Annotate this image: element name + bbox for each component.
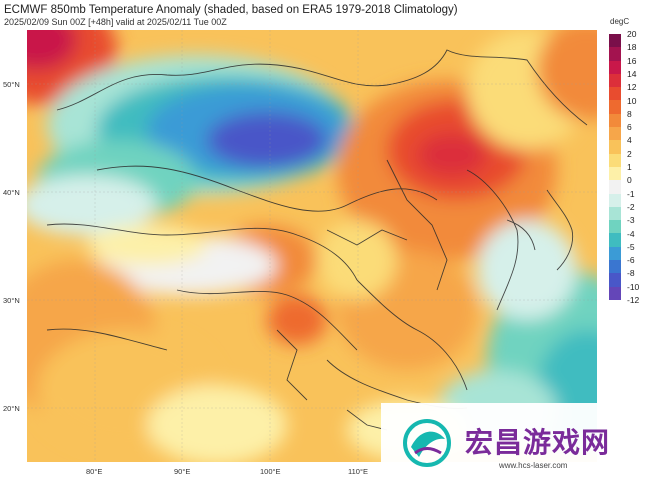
colorbar-swatch [609,206,621,221]
colorbar-tick-label: 10 [627,95,637,106]
colorbar-swatch [609,140,621,154]
colorbar-tick-label: 1 [627,162,632,172]
colorbar-swatch [609,273,621,287]
map-subtitle: 2025/02/09 Sun 00Z [+48h] valid at 2025/… [4,17,227,27]
colorbar-swatch [609,220,621,234]
colorbar-swatch [609,47,621,61]
colorbar-tick-label: 16 [627,55,637,66]
watermark: 宏昌游戏网 www.hcs-laser.com [381,403,650,481]
watermark-text: 宏昌游戏网 [465,426,611,459]
watermark-url: www.hcs-laser.com [499,461,568,470]
colorbar-swatch [609,180,621,194]
colorbar-tick-label: -5 [627,241,635,252]
colorbar-tick-label: -4 [627,228,635,239]
colorbar-swatch [609,73,621,88]
colorbar-swatch [609,60,621,74]
colorbar-swatch [609,246,621,261]
colorbar [609,34,621,300]
colorbar-tick-label: -6 [627,255,635,266]
colorbar-swatch [609,286,621,300]
colorbar-tick-label: -3 [627,215,635,226]
colorbar-swatch [609,100,621,114]
colorbar-swatch [609,193,621,207]
colorbar-tick-label: 2 [627,148,632,159]
colorbar-swatch [609,87,621,101]
colorbar-swatch [609,260,621,274]
temperature-anomaly-map [27,30,597,462]
colorbar-tick-label: -8 [627,268,635,279]
colorbar-swatch [609,113,621,128]
lon-label: 90°E [174,467,191,476]
lat-label: 50°N [3,80,20,89]
map-title: ECMWF 850mb Temperature Anomaly (shaded,… [4,4,458,16]
colorbar-tick-label: -1 [627,188,635,199]
colorbar-tick-label: 20 [627,29,637,39]
colorbar-tick-label: -2 [627,201,635,212]
lat-label: 30°N [3,296,20,305]
colorbar-swatch [609,127,621,141]
lat-label: 40°N [3,188,20,197]
colorbar-tick-label: 12 [627,82,637,93]
colorbar-tick-label: 4 [627,135,632,146]
colorbar-unit: degC [610,17,630,26]
lon-label: 110°E [348,467,368,476]
colorbar-swatch [609,153,621,167]
colorbar-swatch [609,233,621,247]
colorbar-tick-label: 14 [627,68,637,79]
colorbar-tick-label: 0 [627,175,632,186]
lat-label: 20°N [3,404,20,413]
colorbar-tick-label: 8 [627,108,632,119]
colorbar-tick-label: 18 [627,42,637,53]
lon-label: 100°E [260,467,281,476]
lon-label: 80°E [86,467,103,476]
colorbar-tick-label: 6 [627,122,632,133]
watermark-logo-icon [403,419,451,467]
colorbar-tick-label: -12 [627,295,640,305]
colorbar-swatch [609,34,621,48]
colorbar-tick-label: -10 [627,281,640,292]
colorbar-swatch [609,166,621,181]
